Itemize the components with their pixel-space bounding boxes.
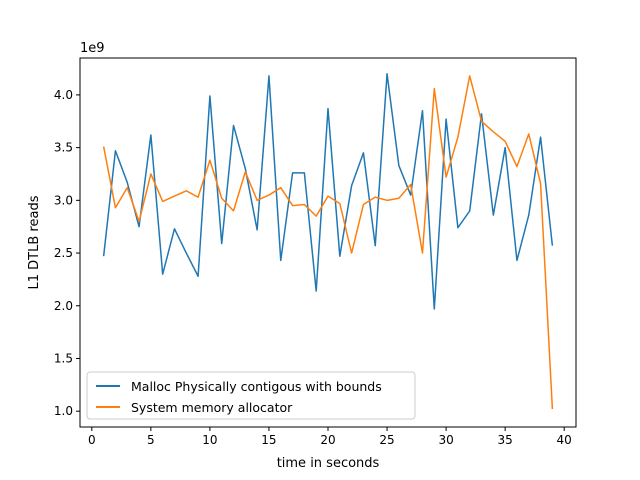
legend: Malloc Physically contigous with bounds S… xyxy=(86,371,416,420)
x-tick-label: 15 xyxy=(261,433,276,447)
series-line-1 xyxy=(102,73,554,310)
x-tick-label: 20 xyxy=(320,433,335,447)
x-axis: 0 5 10 15 20 25 30 35 40 xyxy=(88,427,572,447)
y-tick-label: 4.0 xyxy=(54,88,73,102)
y-tick-label: 1.0 xyxy=(54,404,73,418)
y-tick-label: 2.0 xyxy=(54,299,73,313)
y-tick-label: 1.5 xyxy=(54,351,73,365)
y-tick-label: 3.5 xyxy=(54,141,73,155)
y-offset-label: 1e9 xyxy=(80,41,105,56)
series-line-2 xyxy=(102,75,554,410)
x-tick-label: 25 xyxy=(379,433,394,447)
y-tick-label: 2.5 xyxy=(54,246,73,260)
y-axis-label: L1 DTLB reads xyxy=(27,195,42,289)
y-tick-label: 3.0 xyxy=(54,193,73,207)
legend-label-1: Malloc Physically contigous with bounds xyxy=(131,379,382,394)
plot-lines xyxy=(102,73,554,410)
x-tick-label: 5 xyxy=(147,433,155,447)
x-tick-label: 0 xyxy=(88,433,96,447)
x-tick-label: 10 xyxy=(202,433,217,447)
x-tick-label: 35 xyxy=(498,433,513,447)
x-tick-label: 30 xyxy=(438,433,453,447)
x-axis-label: time in seconds xyxy=(277,456,380,471)
y-axis: 1.0 1.5 2.0 2.5 3.0 3.5 4.0 xyxy=(54,88,80,418)
x-tick-label: 40 xyxy=(557,433,572,447)
legend-label-2: System memory allocator xyxy=(131,400,293,415)
legend-box xyxy=(86,371,416,420)
